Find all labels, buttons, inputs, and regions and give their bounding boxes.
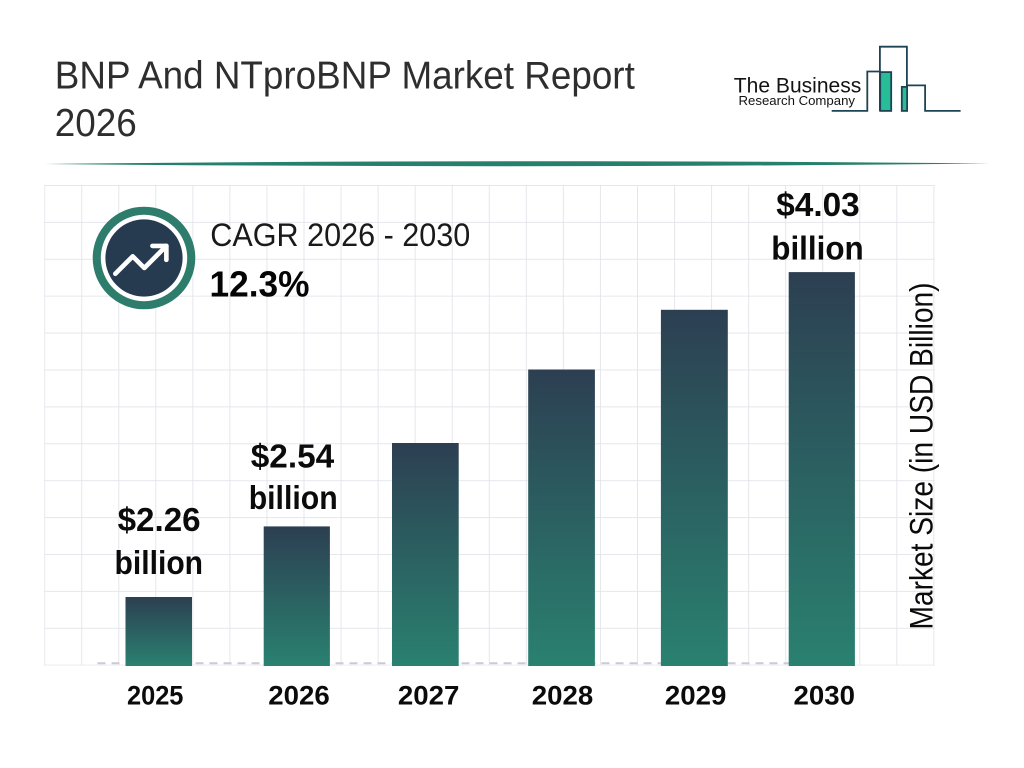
svg-text:The Business: The Business (734, 74, 862, 98)
svg-text:Market Size (in USD Billion): Market Size (in USD Billion) (904, 283, 940, 630)
svg-text:2029: 2029 (665, 681, 727, 711)
svg-text:$4.03: $4.03 (776, 186, 860, 223)
svg-text:2027: 2027 (398, 681, 460, 711)
svg-text:Research Company: Research Company (739, 93, 856, 108)
svg-text:2026: 2026 (268, 681, 330, 711)
svg-text:$2.54: $2.54 (251, 437, 335, 474)
svg-text:billion: billion (115, 544, 204, 581)
svg-text:2030: 2030 (794, 681, 856, 711)
svg-text:billion: billion (771, 229, 864, 266)
svg-text:billion: billion (249, 479, 338, 516)
svg-text:BNP And NTproBNP Market Report: BNP And NTproBNP Market Report (55, 54, 635, 97)
svg-text:$2.26: $2.26 (118, 501, 201, 538)
svg-text:CAGR 2026 - 2030: CAGR 2026 - 2030 (210, 217, 470, 253)
svg-text:12.3%: 12.3% (210, 264, 310, 305)
svg-text:2028: 2028 (532, 681, 594, 711)
svg-text:2026: 2026 (55, 102, 137, 145)
svg-text:2025: 2025 (127, 681, 184, 711)
